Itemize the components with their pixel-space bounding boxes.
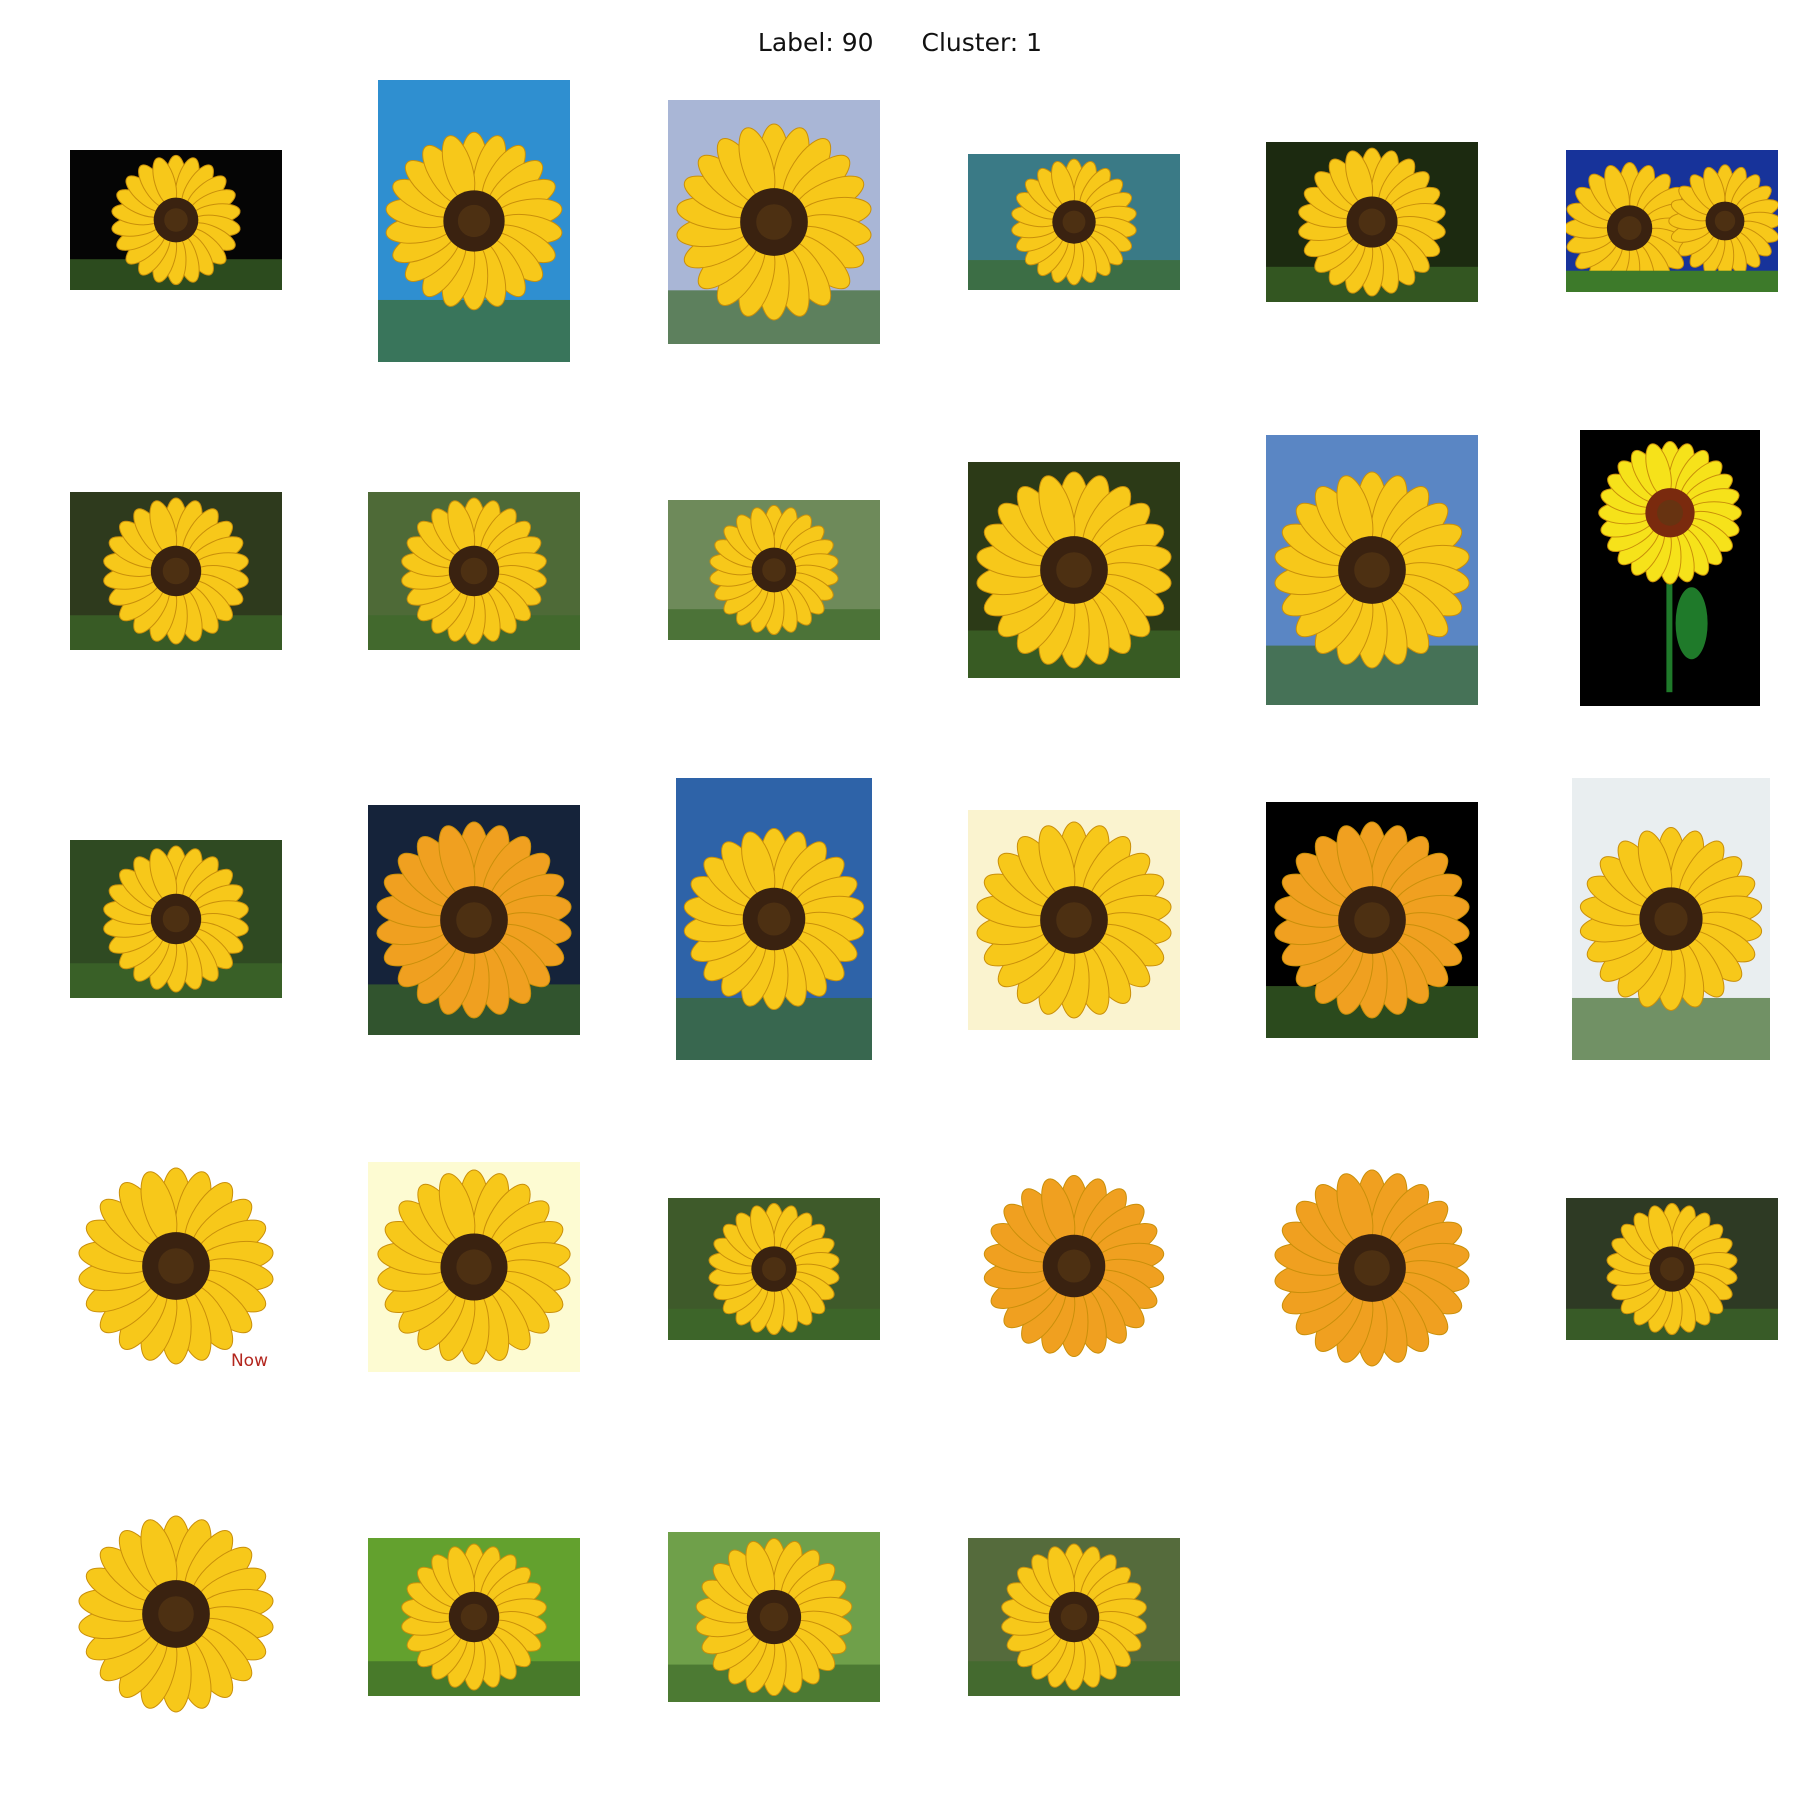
sunflower-head: [1606, 1202, 1738, 1336]
cluster-text: Cluster: 1: [921, 28, 1043, 57]
sunflower-head: [1579, 827, 1763, 1011]
sunflower-photo: [70, 840, 282, 998]
sunflower-head: [111, 154, 241, 286]
sunflower-thumbnail: [668, 1532, 880, 1702]
sunflower-head: [401, 497, 547, 645]
sunflower-head: [683, 827, 865, 1011]
sunflower-head: [695, 1537, 853, 1697]
sunflower-photo: [368, 1538, 580, 1696]
sunflower-thumbnail: [1572, 778, 1770, 1060]
sunflower-thumbnail: [1566, 1198, 1778, 1340]
sunflower-head: [103, 845, 249, 993]
sunflower-thumbnail: [1566, 150, 1778, 292]
sunflower-thumbnail: [1266, 802, 1478, 1038]
sunflower-photo: [1566, 1198, 1778, 1340]
sunflower-head: [385, 131, 563, 311]
sunflower-thumbnail: [70, 492, 282, 650]
sunflower-head: [1001, 1543, 1147, 1691]
sunflower-photo: [968, 1538, 1180, 1696]
sunflower-thumbnail: Now: [70, 1155, 282, 1377]
sunflower-thumbnail: [1266, 142, 1478, 302]
sunflower-thumbnail: [668, 100, 880, 344]
sunflower-head: [401, 1543, 547, 1691]
sunflower-head: [676, 123, 872, 321]
sunflower-thumbnail: [968, 154, 1180, 290]
label-text: Label: 90: [757, 28, 874, 57]
sunflower-head: [708, 1202, 840, 1336]
sunflower-head: [709, 504, 839, 636]
sunflower-photo: [1580, 430, 1760, 706]
sunflower-thumbnail: [368, 1162, 580, 1372]
sunflower-thumbnail: [368, 1538, 580, 1696]
sunflower-head: [1011, 158, 1137, 286]
sunflower-head: [377, 1169, 571, 1365]
sunflower-head: [976, 471, 1172, 669]
sunflower-photo: [1266, 1148, 1478, 1388]
sunflower-head: [1298, 147, 1446, 297]
sunflower-photo: [70, 150, 282, 290]
sunflower-head: [78, 1515, 274, 1713]
sunflower-photo: [368, 492, 580, 650]
sunflower-photo: [368, 1162, 580, 1372]
sunflower-thumbnail: [1266, 1148, 1478, 1388]
sunflower-photo: [1566, 150, 1778, 292]
sunflower-head: [976, 821, 1172, 1019]
sunflower-photo: [676, 778, 872, 1060]
sunflower-thumbnail: [968, 1538, 1180, 1696]
sunflower-head: [376, 821, 572, 1019]
sunflower-thumbnail: [70, 1508, 282, 1720]
sunflower-photo: [668, 100, 880, 344]
sunflower-head: [1274, 821, 1470, 1019]
sunflower-thumbnail: [968, 462, 1180, 678]
sunflower-thumbnail: [1266, 435, 1478, 705]
sunflower-thumbnail: [70, 150, 282, 290]
sunflower-thumbnail: [668, 1198, 880, 1340]
sunflower-thumbnail: [968, 1168, 1180, 1364]
sunflower-head: [1668, 164, 1778, 278]
sunflower-thumbnail: [668, 500, 880, 640]
sunflower-thumbnail: [676, 778, 872, 1060]
sunflower-photo: [668, 1198, 880, 1340]
sunflower-thumbnail: [368, 805, 580, 1035]
sunflower-photo: [968, 1168, 1180, 1364]
sunflower-photo: [1266, 802, 1478, 1038]
sunflower-photo: [1572, 778, 1770, 1060]
now-caption: Now: [230, 1351, 268, 1371]
sunflower-photo: [368, 805, 580, 1035]
sunflower-thumbnail: [70, 840, 282, 998]
sunflower-photo: [378, 80, 570, 362]
sunflower-head: [103, 497, 249, 645]
sunflower-photo: [968, 810, 1180, 1030]
sunflower-thumbnail: [1580, 430, 1760, 706]
sunflower-head: [983, 1174, 1165, 1358]
sunflower-head: [78, 1167, 274, 1365]
sunflower-head: [1598, 441, 1742, 585]
sunflower-photo: [668, 1532, 880, 1702]
sunflower-thumbnail: [368, 492, 580, 650]
sunflower-photo: [668, 500, 880, 640]
sunflower-photo: [968, 462, 1180, 678]
sunflower-photo: [70, 1508, 282, 1720]
sunflower-photo: [1266, 142, 1478, 302]
sunflower-thumbnail: [378, 80, 570, 362]
sunflower-photo: [70, 1155, 282, 1377]
sunflower-photo: [968, 154, 1180, 290]
figure-title: Label: 90 Cluster: 1: [0, 28, 1800, 57]
sunflower-thumbnail: [968, 810, 1180, 1030]
sunflower-photo: [70, 492, 282, 650]
sunflower-photo: [1266, 435, 1478, 705]
sunflower-head: [1274, 471, 1470, 669]
sunflower-head: [1274, 1169, 1470, 1367]
